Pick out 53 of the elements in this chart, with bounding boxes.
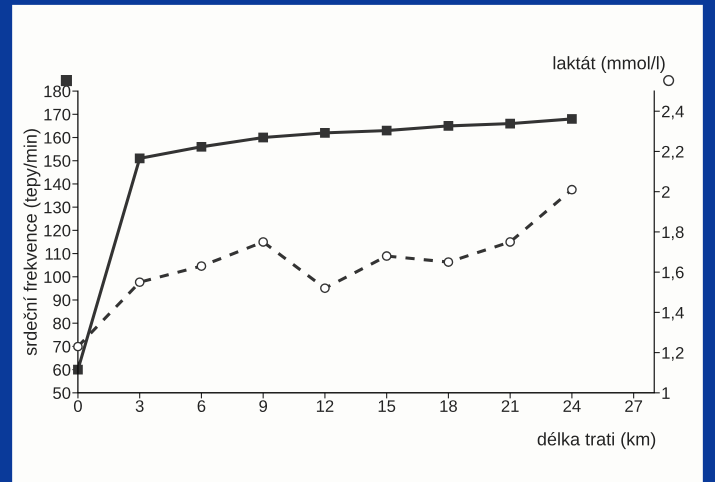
y-tick-label: 50 bbox=[53, 387, 70, 400]
y2-tick-label: 2,2 bbox=[662, 146, 684, 160]
point bbox=[505, 118, 516, 128]
y2-tick-label: 2,4 bbox=[662, 106, 684, 120]
x-tick-label: 27 bbox=[625, 400, 642, 412]
y-tick-label: 120 bbox=[44, 224, 70, 237]
point bbox=[382, 251, 392, 261]
point bbox=[444, 121, 454, 131]
point bbox=[505, 237, 516, 247]
point bbox=[196, 142, 206, 152]
y-tick-label: 180 bbox=[44, 86, 70, 98]
point bbox=[444, 257, 454, 267]
point bbox=[258, 132, 268, 142]
y2-tick-label: 1,4 bbox=[662, 306, 684, 321]
y-tick-label: 80 bbox=[53, 318, 70, 330]
y-tick-label: 160 bbox=[44, 132, 70, 144]
point bbox=[258, 237, 268, 247]
point bbox=[134, 154, 145, 164]
point bbox=[320, 128, 330, 138]
point bbox=[567, 114, 577, 124]
point bbox=[196, 261, 206, 271]
x-tick-label: 9 bbox=[259, 400, 268, 412]
x-tick-label: 3 bbox=[136, 400, 144, 412]
y-tick-label: 170 bbox=[44, 108, 70, 121]
point bbox=[567, 184, 577, 195]
point bbox=[73, 342, 83, 352]
y-tick-label: 140 bbox=[44, 178, 70, 190]
x-tick-label: 15 bbox=[378, 400, 396, 412]
x-tick-label: 18 bbox=[440, 400, 457, 412]
x-tick-label: 24 bbox=[563, 400, 581, 412]
x-tick-label: 6 bbox=[198, 400, 206, 412]
y-axis-title: srdeční frekvence (tepy/min) bbox=[23, 129, 40, 356]
x-tick-label: 21 bbox=[502, 400, 519, 412]
y-tick-label: 100 bbox=[44, 271, 70, 283]
y2-tick-label: 1,2 bbox=[662, 347, 684, 361]
point bbox=[320, 283, 330, 294]
point bbox=[382, 126, 392, 136]
y-tick-label: 90 bbox=[53, 294, 70, 306]
y-tick-label: 150 bbox=[44, 155, 70, 167]
y2-tick-label: 1 bbox=[662, 387, 670, 399]
y2-tick-label: 2 bbox=[662, 186, 670, 198]
y-tick-label: 60 bbox=[53, 364, 70, 376]
y2-tick-label: 1,8 bbox=[662, 226, 684, 240]
y2-tick-label: 1,6 bbox=[662, 266, 684, 280]
y2-axis-title: laktát (mmol/l) bbox=[554, 56, 665, 73]
x-tick-label: 12 bbox=[316, 400, 334, 412]
y-tick-label: 130 bbox=[44, 202, 70, 214]
y-tick-label: 70 bbox=[53, 340, 70, 353]
y-tick-label: 110 bbox=[46, 248, 70, 260]
x-tick-label: 0 bbox=[74, 400, 82, 412]
x-axis-title: délka trati (km) bbox=[538, 432, 656, 450]
point bbox=[134, 277, 145, 288]
point bbox=[73, 364, 83, 374]
